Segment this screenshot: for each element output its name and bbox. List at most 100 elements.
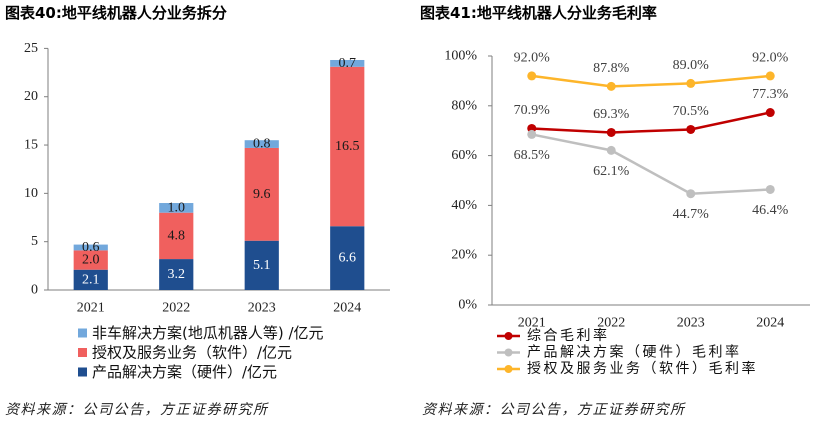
y-tick-label: 60% — [451, 148, 477, 163]
y-tick-label: 15 — [24, 138, 38, 153]
y-tick-label: 20 — [24, 89, 38, 104]
figure-title: 图表41:地平线机器人分业务毛利率 — [420, 4, 657, 22]
bar-2021-series-3 — [73, 244, 108, 251]
bar-label-2021-series-1: 2.1 — [82, 272, 100, 287]
series-1: 70.9% 69.3% 70.5% 77.3% — [514, 87, 789, 137]
marker-2022-series-3 — [606, 81, 616, 91]
data-label-2022-series-3: 87.8% — [593, 61, 630, 76]
line-series-2 — [531, 133, 771, 195]
x-tick-label-2024: 2024 — [756, 316, 784, 331]
data-label-2021-series-1: 70.9% — [514, 103, 551, 118]
line-series-3 — [531, 74, 771, 88]
bar-2023-series-2 — [244, 147, 279, 241]
data-label-2024-series-1: 77.3% — [752, 87, 789, 102]
data-label-2023-series-3: 89.0% — [673, 58, 710, 73]
legend-label: 授权及服务业务（软件）毛利率 — [527, 360, 758, 377]
figure-gross-margin: 图表41:地平线机器人分业务毛利率 0% 20% 40% 60% 80% 100% 2021… — [416, 0, 831, 421]
data-label-2024-series-3: 92.0% — [752, 50, 789, 65]
y-axis: 0 5 10 15 20 25 — [24, 41, 49, 298]
bar-2024-series-3 — [330, 59, 365, 67]
x-axis-labels: 2021 2022 2023 2024 — [518, 316, 785, 331]
legend-item-series-1: 综合毛利率 — [497, 327, 610, 344]
bars — [73, 59, 365, 290]
data-label-2021-series-2: 68.5% — [514, 148, 551, 163]
bar-label-2022-series-1: 3.2 — [168, 267, 186, 282]
bar-label-2023-series-3: 0.8 — [253, 137, 271, 152]
bar-label-2022-series-3: 1.0 — [168, 200, 186, 215]
legend-item-series-2: 授权及服务业务（软件）/亿元 — [78, 344, 292, 362]
legend-marker — [504, 348, 513, 357]
legend-label: 非车解决方案(地瓜机器人等) /亿元 — [92, 324, 324, 342]
y-tick-label: 0% — [458, 298, 477, 313]
bar-label-2023-series-1: 5.1 — [253, 258, 271, 273]
y-tick-label: 10 — [24, 186, 38, 201]
marker-2022-series-2 — [606, 145, 616, 155]
legend-marker — [504, 365, 513, 373]
legend-swatch — [78, 328, 87, 338]
bar-label-2022-series-2: 4.8 — [168, 228, 186, 243]
legend-item-series-3: 授权及服务业务（软件）毛利率 — [497, 360, 758, 377]
legend-swatch — [78, 348, 87, 357]
marker-2023-series-2 — [686, 189, 696, 199]
figure-business-breakdown: 图表40:地平线机器人分业务拆分 0 5 10 15 20 25 2.1 2.0 0.6 3.2 4… — [0, 0, 410, 421]
bar-2022-series-3 — [159, 203, 194, 213]
x-tick-label-2021: 2021 — [77, 301, 105, 316]
bar-label-2021-series-2: 2.0 — [82, 253, 100, 268]
bar-label-2024-series-1: 6.6 — [339, 251, 357, 266]
stacked-bar-chart: 0 5 10 15 20 25 2.1 2.00.6 3.2 4.8 1.0 5.1 9.6 0.8 6.6… — [24, 41, 390, 381]
marker-2023-series-3 — [686, 78, 696, 88]
data-label-2022-series-1: 69.3% — [593, 107, 630, 122]
marker-2024-series-2 — [765, 184, 775, 194]
y-tick-label: 0 — [31, 283, 38, 298]
x-tick-label-2022: 2022 — [597, 316, 625, 331]
marker-2021-series-2 — [527, 129, 537, 139]
y-tick-label: 5 — [31, 234, 38, 249]
y-tick-label: 25 — [24, 41, 38, 56]
marker-2021-series-3 — [527, 71, 537, 81]
data-label-2022-series-2: 62.1% — [593, 164, 630, 179]
y-tick-label: 20% — [451, 248, 477, 263]
y-axis: 0% 20% 40% 60% 80% 100% — [444, 49, 493, 313]
x-tick-label-2023: 2023 — [677, 316, 705, 331]
bar-label-2024-series-2: 16.5 — [335, 139, 360, 154]
x-tick-label-2021: 2021 — [518, 316, 546, 331]
y-tick-label: 40% — [451, 198, 477, 213]
bar-labels: 2.1 2.00.6 3.2 4.8 1.0 5.1 9.6 0.8 6.6 16.5 0.7 — [82, 56, 360, 287]
line-chart: 0% 20% 40% 60% 80% 100% 2021 2022 2023 2024 70.9% 6… — [444, 49, 810, 377]
bar-2024-series-1 — [330, 226, 365, 290]
bar-label-2023-series-2: 9.6 — [253, 187, 271, 202]
legend-label: 产品解决方案（硬件）毛利率 — [527, 344, 742, 361]
data-label-2023-series-1: 70.5% — [673, 104, 710, 119]
bar-2023-series-3 — [244, 140, 279, 148]
series-3: 92.0% 87.8% 89.0% 92.0% — [514, 50, 789, 91]
data-label-2023-series-2: 44.7% — [673, 207, 710, 222]
x-axis-labels: 2021 2022 2023 2024 — [77, 301, 362, 316]
x-tick-label-2023: 2023 — [248, 301, 276, 316]
data-label-2024-series-2: 46.4% — [752, 203, 789, 218]
figure-source: 资料来源：公司公告，方正证券研究所 — [5, 402, 269, 418]
legend-label: 综合毛利率 — [527, 327, 610, 344]
bar-2022-series-1 — [159, 259, 194, 290]
bar-label-2021-series-3: 0.6 — [82, 240, 100, 255]
series-2: 68.5% 62.1% 44.7% 46.4% — [514, 129, 789, 222]
legend-label: 产品解决方案（硬件）/亿元 — [92, 363, 277, 381]
bar-2024-series-2 — [330, 66, 365, 227]
line-series-1 — [531, 111, 771, 134]
bar-2021-series-2 — [73, 250, 108, 270]
legend-swatch — [78, 367, 87, 377]
legend-item-series-3: 非车解决方案(地瓜机器人等) /亿元 — [78, 324, 324, 342]
x-tick-label-2022: 2022 — [162, 301, 190, 316]
figure-title: 图表40:地平线机器人分业务拆分 — [5, 4, 227, 22]
marker-2024-series-3 — [765, 71, 775, 81]
data-label-2021-series-3: 92.0% — [514, 50, 551, 65]
x-tick-label-2024: 2024 — [333, 301, 361, 316]
bar-2022-series-2 — [159, 212, 194, 260]
legend-marker — [504, 332, 513, 340]
marker-2023-series-1 — [686, 124, 696, 134]
bar-label-2024-series-3: 0.7 — [339, 56, 357, 71]
bar-2023-series-1 — [244, 240, 279, 290]
legend-item-series-1: 产品解决方案（硬件）/亿元 — [78, 363, 277, 381]
marker-2022-series-1 — [606, 127, 616, 137]
